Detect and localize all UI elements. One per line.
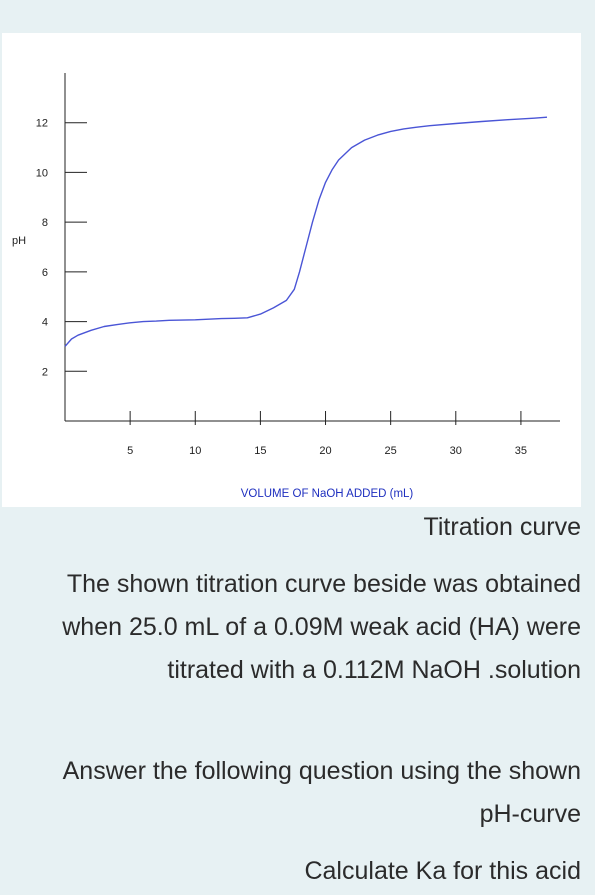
y-tick-label: 10 bbox=[36, 167, 48, 179]
x-tick-label: 35 bbox=[515, 445, 527, 457]
titration-curve-line bbox=[64, 116, 548, 347]
y-tick-label: 4 bbox=[42, 317, 48, 329]
question-text: The shown titration curve beside was obt… bbox=[62, 570, 581, 684]
x-tick-label: 5 bbox=[127, 445, 133, 457]
chart-data-layer bbox=[64, 116, 548, 347]
y-axis-label: pH bbox=[12, 235, 26, 247]
x-tick-label: 20 bbox=[319, 445, 331, 457]
figure-caption: Titration curve bbox=[423, 513, 581, 541]
x-tick-label: 10 bbox=[189, 445, 201, 457]
answer-prompt: Answer the following question using the … bbox=[62, 757, 581, 828]
chart-panel: 5 10 15 20 25 30 35 2 4 6 8 10 12 VOLUME OF NaOH ADD… bbox=[2, 33, 581, 507]
y-tick-label: 8 bbox=[42, 217, 48, 229]
chart-ticks: 5 10 15 20 25 30 35 2 4 6 8 10 12 bbox=[36, 118, 527, 457]
x-tick-label: 15 bbox=[254, 445, 266, 457]
y-tick-label: 12 bbox=[36, 118, 48, 130]
calc-prompt: Calculate Ka for this acid bbox=[304, 857, 581, 885]
titration-chart: 5 10 15 20 25 30 35 2 4 6 8 10 12 VOLUME OF NaOH ADD… bbox=[12, 73, 560, 500]
x-tick-label: 30 bbox=[450, 445, 462, 457]
chart-axes bbox=[64, 73, 560, 422]
y-tick-label: 6 bbox=[42, 267, 48, 279]
y-tick-label: 2 bbox=[42, 366, 48, 378]
x-tick-label: 25 bbox=[385, 445, 397, 457]
x-axis-label: VOLUME OF NaOH ADDED (mL) bbox=[241, 488, 414, 500]
